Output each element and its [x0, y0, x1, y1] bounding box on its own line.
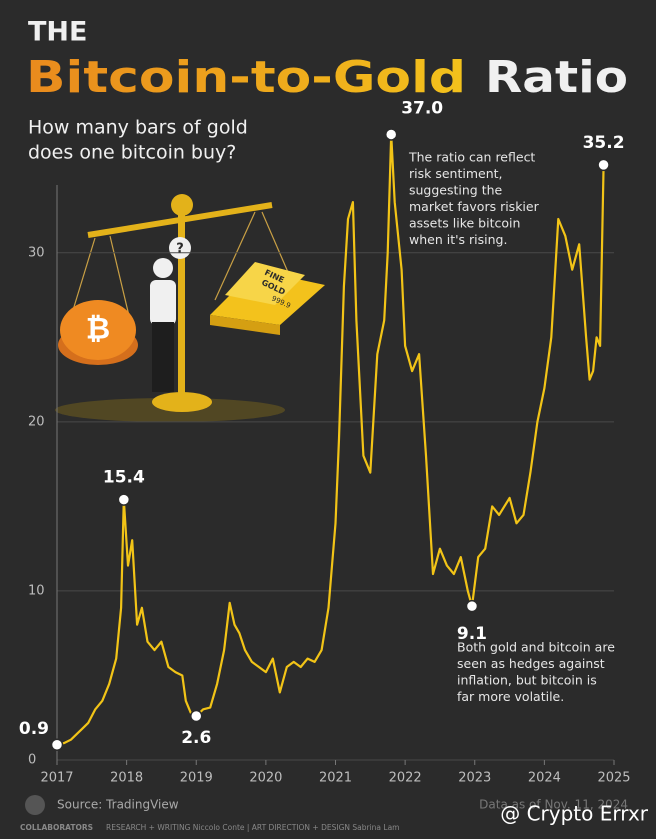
annotation: market favors riskier — [409, 199, 540, 214]
highlight-dot — [597, 158, 610, 172]
value-label: 2.6 — [181, 728, 211, 748]
x-tick-label: 2022 — [389, 771, 422, 786]
y-tick-label: 20 — [28, 414, 45, 429]
highlight-dot — [117, 493, 131, 506]
highlight-dot — [384, 128, 398, 141]
annotation: assets like bitcoin — [409, 216, 520, 231]
value-label: 37.0 — [401, 98, 443, 118]
collaborators: COLLABORATORS — [20, 823, 93, 832]
value-label: 0.9 — [19, 719, 49, 739]
x-tick-label: 2020 — [249, 771, 282, 786]
title-prefix: THE — [28, 17, 87, 48]
illustration: ₿ FINE GOLD 999.9 ? — [55, 194, 325, 422]
credits: RESEARCH + WRITING Niccolo Conte | ART D… — [106, 823, 400, 832]
value-label: 15.4 — [103, 468, 145, 488]
x-tick-label: 2019 — [180, 771, 213, 786]
watermark: @ Crypto Errxr — [500, 802, 649, 826]
annotation: risk sentiment, — [409, 166, 503, 181]
data-note: Data as of Nov. 11, 2024 — [479, 798, 628, 812]
annotation: when it's rising. — [409, 232, 507, 247]
y-tick-label: 30 — [28, 245, 45, 260]
annotation: inflation, but bitcoin is — [457, 673, 597, 688]
x-tick-label: 2018 — [110, 771, 143, 786]
y-tick-label: 10 — [28, 583, 45, 598]
svg-text:₿: ₿ — [86, 312, 110, 347]
annotation: suggesting the — [409, 183, 503, 198]
title-main: Bitcoin-to-Gold — [26, 52, 466, 103]
x-tick-label: 2024 — [528, 771, 561, 786]
source: Source: TradingView — [57, 798, 179, 812]
source-icon — [25, 795, 45, 815]
title-end: Ratio — [485, 52, 628, 103]
x-tick-label: 2025 — [597, 771, 630, 786]
highlight-dot — [50, 738, 64, 752]
annotation: Both gold and bitcoin are — [457, 640, 615, 655]
y-tick-label: 0 — [28, 753, 36, 768]
value-label: 9.1 — [457, 624, 487, 644]
value-label: 35.2 — [583, 133, 625, 153]
subtitle: does one bitcoin buy? — [28, 142, 236, 164]
x-tick-label: 2023 — [458, 771, 491, 786]
subtitle: How many bars of gold — [28, 117, 248, 139]
annotation: The ratio can reflect — [408, 150, 535, 165]
svg-text:?: ? — [176, 242, 184, 257]
x-tick-label: 2017 — [40, 771, 73, 786]
annotation: seen as hedges against — [457, 656, 605, 671]
highlight-dot — [465, 599, 479, 613]
ratio-line — [56, 133, 605, 746]
highlight-dot — [190, 709, 203, 723]
x-tick-label: 2021 — [319, 771, 352, 786]
annotation: far more volatile. — [457, 689, 564, 704]
